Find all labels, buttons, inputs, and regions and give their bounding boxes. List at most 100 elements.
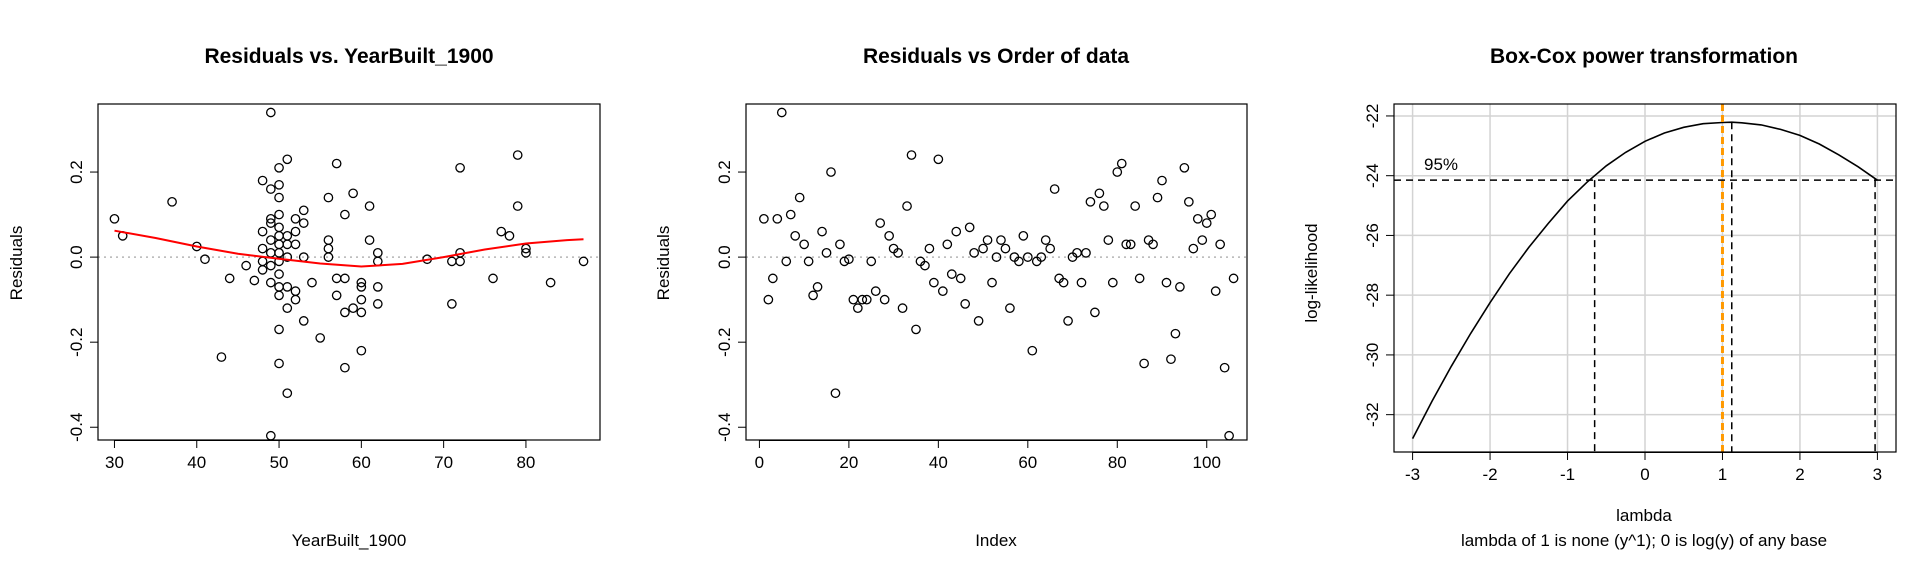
data-point (372, 248, 383, 258)
data-point (331, 158, 342, 169)
panel-residuals-vs-order: Residuals vs Order of data Index Residua… (654, 45, 1248, 550)
data-point (1045, 243, 1056, 254)
data-point (987, 277, 997, 288)
data-point (803, 256, 814, 267)
data-point (340, 273, 350, 284)
data-point (844, 254, 854, 265)
data-point (1175, 282, 1185, 292)
data-point (982, 235, 993, 245)
y-tick-label: -22 (1363, 104, 1382, 129)
x-tick-label: 40 (187, 453, 206, 472)
data-point (274, 209, 284, 220)
y-tick-label: -0.2 (715, 328, 734, 357)
data-point (937, 286, 948, 296)
data-point (282, 303, 293, 314)
data-point (274, 230, 284, 241)
x-tick-label: 0 (1640, 465, 1649, 484)
ci-label: 95% (1424, 155, 1458, 174)
data-point (1040, 235, 1051, 245)
data-point (1201, 218, 1212, 228)
data-point (265, 430, 276, 441)
data-point (812, 282, 823, 292)
data-point (1197, 235, 1208, 245)
data-point (857, 294, 868, 305)
data-point (455, 256, 465, 267)
data-point (1161, 277, 1172, 288)
data-point (759, 213, 769, 224)
data-point (249, 275, 260, 286)
x-axis-label: YearBuilt_1900 (292, 531, 407, 550)
data-point (1014, 256, 1024, 267)
data-point (340, 209, 350, 220)
x-tick-label: -1 (1560, 465, 1575, 484)
panel-residuals-vs-yearbuilt: Residuals vs. YearBuilt_1900 YearBuilt_1… (7, 45, 601, 550)
y-axis-label: Residuals (7, 226, 26, 301)
data-point (356, 294, 367, 305)
data-point (290, 226, 301, 237)
data-point (794, 192, 805, 203)
data-point (167, 196, 177, 207)
data-point (340, 307, 350, 318)
data-point (274, 248, 284, 258)
data-point (356, 307, 367, 318)
data-point (512, 150, 523, 160)
data-point (830, 388, 841, 399)
data-point (1179, 162, 1190, 173)
plot-frame (97, 103, 601, 441)
data-point (893, 248, 903, 258)
data-point (545, 277, 556, 288)
data-point (879, 294, 890, 305)
data-point (512, 201, 523, 211)
data-point (521, 248, 531, 258)
data-point (274, 239, 284, 250)
data-point (364, 201, 375, 211)
data-point (216, 352, 227, 362)
y-tick-label: -0.4 (67, 413, 86, 442)
data-point (1112, 167, 1123, 177)
data-point (1192, 213, 1203, 224)
data-point (906, 150, 917, 160)
data-point (274, 269, 284, 279)
data-point (1219, 362, 1230, 373)
data-point (323, 243, 334, 254)
data-point (1125, 239, 1136, 250)
data-point (315, 333, 326, 343)
data-point (1170, 328, 1181, 339)
x-tick-label: 60 (1018, 453, 1037, 472)
data-point (1152, 192, 1163, 203)
y-tick-label: 0.0 (67, 245, 86, 269)
data-point (298, 316, 309, 326)
data-point (282, 239, 293, 250)
data-point (372, 282, 383, 292)
data-point (323, 235, 334, 245)
data-point (1076, 277, 1087, 288)
data-point (274, 290, 284, 301)
data-point (274, 179, 284, 190)
y-tick-label: -32 (1363, 402, 1382, 427)
data-point (282, 282, 293, 292)
data-point (933, 154, 944, 165)
data-point (1036, 252, 1047, 262)
data-point (1027, 345, 1038, 356)
data-point (1103, 235, 1114, 245)
x-tick-label: 40 (929, 453, 948, 472)
data-point (496, 226, 507, 237)
data-point (356, 345, 367, 356)
data-point (274, 282, 284, 292)
data-point (1210, 286, 1221, 296)
data-point (861, 294, 872, 305)
data-point (884, 230, 894, 241)
data-point (1166, 354, 1176, 365)
data-point (290, 286, 301, 296)
data-point (826, 167, 836, 177)
data-point (274, 192, 284, 203)
data-point (1206, 209, 1217, 220)
data-point (265, 184, 276, 194)
plot-frame (1393, 103, 1897, 453)
data-point (282, 388, 293, 399)
data-point (274, 256, 284, 267)
data-point (282, 154, 293, 165)
data-point (265, 248, 276, 258)
data-point (1090, 307, 1100, 318)
